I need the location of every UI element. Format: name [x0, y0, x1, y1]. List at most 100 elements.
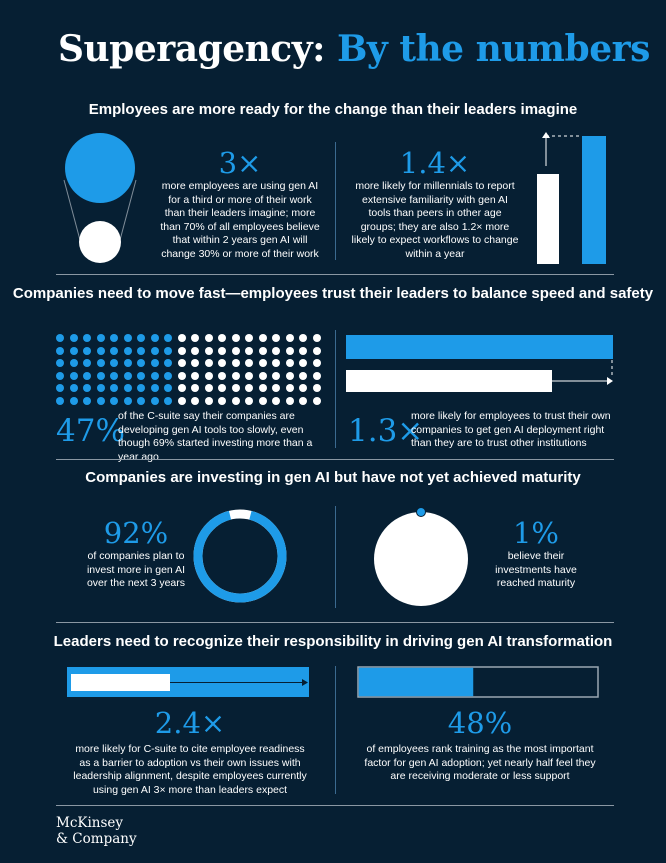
white-dot — [191, 359, 199, 367]
blue-dot — [56, 396, 64, 405]
blue-dot — [110, 359, 118, 367]
blue-dot — [110, 334, 118, 342]
blue-dot — [83, 359, 91, 367]
section-rule-4 — [56, 805, 614, 806]
white-dot — [312, 371, 321, 380]
white-dot — [191, 384, 199, 392]
white-dot — [204, 396, 213, 405]
readiness-arrow-head-icon — [302, 679, 308, 686]
blue-dot — [164, 359, 172, 367]
blue-dot — [110, 371, 118, 380]
blue-dot — [56, 359, 64, 367]
white-dot — [312, 384, 321, 392]
stat-48-percent: 48% — [447, 706, 513, 740]
donut-92-percent — [193, 509, 287, 603]
small-white-circle — [79, 221, 121, 263]
white-dot — [177, 334, 186, 342]
blue-dot — [69, 359, 78, 367]
blue-dot — [96, 359, 105, 367]
white-dot — [312, 334, 321, 342]
white-dot — [231, 346, 240, 355]
logo-line1: McKinsey — [56, 815, 124, 831]
stat-1-percent-text: believe their investments have reached m… — [495, 550, 577, 589]
white-dot — [285, 396, 294, 405]
white-dot — [204, 334, 213, 342]
blue-dot — [123, 396, 132, 405]
white-dot — [204, 346, 213, 355]
readiness-bar-graphic — [67, 667, 309, 697]
white-dot — [245, 346, 253, 355]
blue-dot — [137, 334, 145, 342]
stat-47-percent: 47% — [56, 413, 125, 449]
training-bar-graphic — [357, 666, 599, 698]
blue-dot — [69, 371, 78, 380]
maturity-blue-dot — [416, 507, 426, 517]
white-dot — [285, 346, 294, 355]
blue-dot — [110, 346, 118, 355]
stat-47-percent-text: of the C-suite say their companies are d… — [118, 410, 313, 463]
section3-heading: Companies are investing in gen AI but ha… — [85, 469, 581, 486]
white-dot — [218, 371, 226, 380]
blue-dot — [83, 384, 91, 392]
stat-1-3x-text: more likely for employees to trust their… — [411, 410, 611, 449]
blue-dot — [96, 334, 105, 342]
white-dot — [312, 359, 321, 367]
blue-dot — [69, 396, 78, 405]
blue-dot — [123, 359, 132, 367]
white-dot — [258, 384, 267, 392]
white-dot — [218, 384, 226, 392]
blue-dot — [69, 384, 78, 392]
blue-dot — [123, 384, 132, 392]
blue-dot — [96, 371, 105, 380]
white-dot — [258, 371, 267, 380]
white-dot — [272, 371, 280, 380]
training-bar-outline — [357, 666, 599, 698]
title-part1: Superagency: — [58, 28, 325, 70]
logo-line2: & Company — [56, 831, 137, 847]
blue-dot — [137, 346, 145, 355]
tall-blue-bar — [582, 136, 606, 264]
white-dot — [285, 334, 294, 342]
blue-dot — [150, 371, 159, 380]
white-dot — [204, 384, 213, 392]
section1-divider — [335, 142, 336, 260]
white-dot — [177, 371, 186, 380]
blue-dot — [110, 384, 118, 392]
white-dot — [285, 384, 294, 392]
white-dot — [245, 384, 253, 392]
blue-dot — [69, 346, 78, 355]
white-dot — [272, 396, 280, 405]
circles-ratio-graphic — [63, 133, 137, 263]
white-dot — [312, 346, 321, 355]
white-dot — [245, 371, 253, 380]
white-dot — [177, 346, 186, 355]
stat-92-percent-text: of companies plan to invest more in gen … — [86, 550, 186, 589]
white-dot — [204, 359, 213, 367]
title-part2: By the numbers — [336, 28, 650, 70]
blue-dot — [69, 334, 78, 342]
white-dot — [177, 384, 186, 392]
large-blue-circle — [65, 133, 135, 203]
white-dot — [191, 396, 199, 405]
white-dot — [312, 396, 321, 405]
blue-dot — [96, 384, 105, 392]
stat-1-percent: 1% — [512, 516, 559, 550]
blue-dot — [150, 384, 159, 392]
white-dot — [191, 346, 199, 355]
blue-dot — [137, 359, 145, 367]
blue-dot — [96, 346, 105, 355]
stat-1-3x: 1.3× — [348, 413, 424, 449]
white-dot — [204, 371, 213, 380]
comparison-bars-graphic — [537, 132, 606, 264]
blue-dot — [137, 396, 145, 405]
blue-dot — [56, 384, 64, 392]
stat-3x: 3× — [218, 146, 262, 180]
stat-3x-text: more employees are using gen AI for a th… — [160, 180, 320, 260]
arrow-head-icon — [542, 132, 550, 138]
section4-divider — [335, 666, 336, 794]
white-dot — [231, 371, 240, 380]
maturity-circle-graphic — [374, 507, 468, 606]
white-dot — [245, 359, 253, 367]
white-dot — [272, 334, 280, 342]
section2-heading: Companies need to move fast—employees tr… — [12, 285, 654, 302]
